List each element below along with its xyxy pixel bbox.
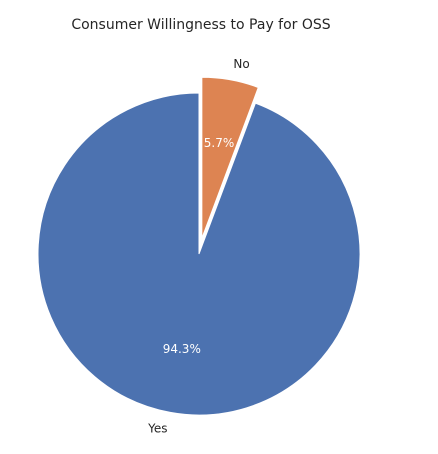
pct-label-yes: 94.3% bbox=[163, 342, 201, 356]
slice-label-no: No bbox=[233, 57, 249, 71]
pct-label-no: 5.7% bbox=[204, 136, 235, 150]
pie-slice-no bbox=[201, 76, 259, 239]
pie-slice-yes bbox=[37, 92, 361, 416]
slice-label-yes: Yes bbox=[147, 421, 167, 435]
pie-slices bbox=[37, 76, 361, 416]
chart-title: Consumer Willingness to Pay for OSS bbox=[71, 17, 330, 33]
pie-labels: 5.7% No 94.3% Yes bbox=[147, 57, 250, 435]
